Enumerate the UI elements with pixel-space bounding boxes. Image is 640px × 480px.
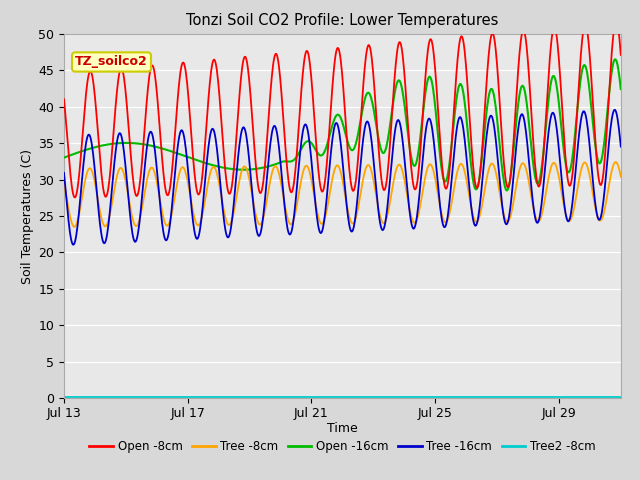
Y-axis label: Soil Temperatures (C): Soil Temperatures (C) <box>21 148 34 284</box>
X-axis label: Time: Time <box>327 422 358 435</box>
Text: TZ_soilco2: TZ_soilco2 <box>75 56 148 69</box>
Title: Tonzi Soil CO2 Profile: Lower Temperatures: Tonzi Soil CO2 Profile: Lower Temperatur… <box>186 13 499 28</box>
Legend: Open -8cm, Tree -8cm, Open -16cm, Tree -16cm, Tree2 -8cm: Open -8cm, Tree -8cm, Open -16cm, Tree -… <box>84 436 600 458</box>
